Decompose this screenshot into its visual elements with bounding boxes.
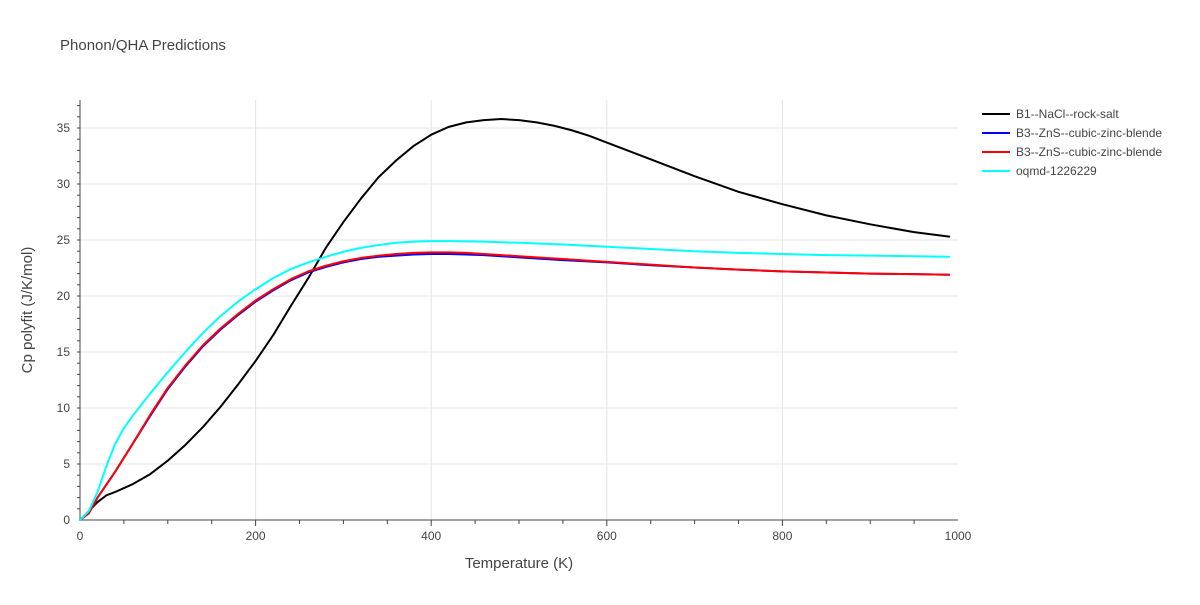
y-tick-label: 15 (57, 345, 71, 359)
legend-item[interactable]: B1--NaCl--rock-salt (982, 107, 1119, 121)
y-axis-title: Cp polyfit (J/K/mol) (19, 247, 36, 374)
y-tick-label: 5 (63, 457, 70, 471)
legend-label: B3--ZnS--cubic-zinc-blende (1016, 126, 1162, 140)
legend-label: B3--ZnS--cubic-zinc-blende (1016, 145, 1162, 159)
chart-title: Phonon/QHA Predictions (60, 37, 226, 54)
y-tick-label: 35 (57, 121, 71, 135)
y-tick-label: 30 (57, 177, 71, 191)
x-tick-label: 200 (246, 529, 266, 543)
y-tick-label: 20 (57, 289, 71, 303)
y-tick-label: 25 (57, 233, 71, 247)
x-axis-title: Temperature (K) (465, 555, 573, 572)
series-line-3 (79, 240, 951, 521)
grid-layer (80, 100, 958, 520)
x-tick-label: 400 (421, 529, 441, 543)
axis-layer: 0 5 10 15 20 25 30 35 0 200 400 600 800 1000 (57, 100, 972, 543)
x-tick-label: 800 (772, 529, 792, 543)
series-layer (79, 118, 951, 521)
x-tick-label: 0 (77, 529, 84, 543)
series-line-0 (79, 118, 951, 521)
y-tick-label: 10 (57, 401, 71, 415)
y-tick-label: 0 (63, 513, 70, 527)
legend-item[interactable]: B3--ZnS--cubic-zinc-blende (982, 126, 1162, 140)
series-line-2 (79, 251, 951, 521)
legend-item[interactable]: oqmd-1226229 (982, 164, 1097, 178)
legend-item[interactable]: B3--ZnS--cubic-zinc-blende (982, 145, 1162, 159)
legend-label: B1--NaCl--rock-salt (1016, 107, 1119, 121)
x-tick-label: 1000 (945, 529, 972, 543)
legend[interactable]: B1--NaCl--rock-salt B3--ZnS--cubic-zinc-b… (982, 107, 1162, 178)
legend-label: oqmd-1226229 (1016, 164, 1097, 178)
series-line-1 (79, 253, 951, 521)
x-tick-label: 600 (597, 529, 617, 543)
